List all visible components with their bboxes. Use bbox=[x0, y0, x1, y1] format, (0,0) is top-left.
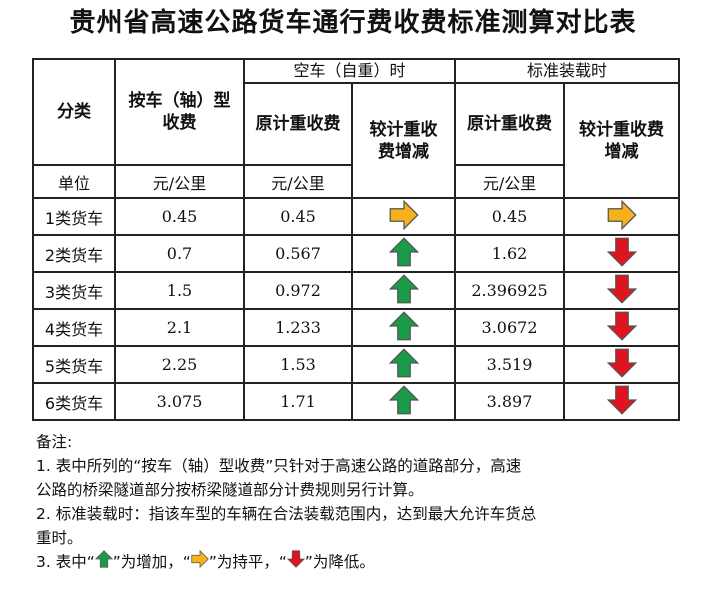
header-empty-group: 空车（自重）时 bbox=[242, 58, 457, 84]
row-category: 1类货车 bbox=[32, 197, 116, 236]
header-empty-orig: 原计重收费 bbox=[243, 82, 353, 166]
row-empty-trend bbox=[350, 382, 457, 421]
row-category: 6类货车 bbox=[32, 382, 116, 421]
row-empty-orig: 0.567 bbox=[243, 234, 353, 273]
note-1b: 公路的桥梁隧道部分按桥梁隧道部分计费规则另行计算。 bbox=[36, 481, 424, 499]
unit-label: 单位 bbox=[32, 164, 116, 199]
row-loaded-trend bbox=[563, 197, 681, 236]
header-category: 分类 bbox=[32, 58, 116, 166]
row-by-axle: 1.5 bbox=[114, 271, 245, 310]
comparison-table: 分类 按车（轴）型收费 空车（自重）时 标准装载时 原计重收费 较计重收费增减 … bbox=[32, 58, 681, 421]
table-row: 4类货车 2.1 1.233 3.0672 bbox=[32, 308, 681, 347]
table-row: 1类货车 0.45 0.45 0.45 bbox=[32, 197, 681, 236]
row-loaded-orig: 3.519 bbox=[454, 345, 566, 384]
table-row: 3类货车 1.5 0.972 2.396925 bbox=[32, 271, 681, 310]
right-arrow-icon bbox=[607, 199, 637, 234]
row-empty-orig: 1.71 bbox=[243, 382, 353, 421]
row-category: 3类货车 bbox=[32, 271, 116, 310]
note-2a: 2. 标准装载时：指该车型的车辆在合法装载范围内，达到最大允许车货总 bbox=[36, 505, 537, 523]
row-loaded-orig: 3.897 bbox=[454, 382, 566, 421]
row-loaded-trend bbox=[563, 382, 681, 421]
row-loaded-trend bbox=[563, 234, 681, 273]
unit-empty-orig: 元/公里 bbox=[243, 164, 353, 199]
row-by-axle: 0.7 bbox=[114, 234, 245, 273]
down-arrow-icon bbox=[606, 348, 637, 382]
row-by-axle: 3.075 bbox=[114, 382, 245, 421]
row-loaded-orig: 2.396925 bbox=[454, 271, 566, 310]
table-row: 6类货车 3.075 1.71 3.897 bbox=[32, 382, 681, 421]
row-loaded-trend bbox=[563, 345, 681, 384]
header-by-axle: 按车（轴）型收费 bbox=[114, 58, 245, 166]
note-2b: 重时。 bbox=[36, 529, 83, 547]
up-arrow-icon bbox=[388, 347, 419, 382]
row-empty-orig: 0.972 bbox=[243, 271, 353, 310]
header-empty-change: 较计重收费增减 bbox=[350, 82, 457, 199]
table-row: 5类货车 2.25 1.53 3.519 bbox=[32, 345, 681, 384]
up-arrow-icon bbox=[388, 384, 419, 419]
up-arrow-icon bbox=[94, 550, 113, 575]
table-row: 2类货车 0.7 0.567 1.62 bbox=[32, 234, 681, 273]
row-empty-trend bbox=[350, 271, 457, 310]
right-arrow-icon bbox=[191, 549, 209, 575]
row-empty-orig: 0.45 bbox=[243, 197, 353, 236]
notes: 备注: 1. 表中所列的“按车（轴）型收费”只针对于高速公路的道路部分，高速 公… bbox=[36, 430, 686, 575]
down-arrow-icon bbox=[606, 311, 637, 345]
row-empty-trend bbox=[350, 345, 457, 384]
row-empty-trend bbox=[350, 308, 457, 347]
row-empty-trend bbox=[350, 197, 457, 236]
row-by-axle: 2.25 bbox=[114, 345, 245, 384]
row-loaded-orig: 0.45 bbox=[454, 197, 566, 236]
header-loaded-orig: 原计重收费 bbox=[454, 82, 566, 166]
row-loaded-orig: 3.0672 bbox=[454, 308, 566, 347]
row-by-axle: 2.1 bbox=[114, 308, 245, 347]
row-by-axle: 0.45 bbox=[114, 197, 245, 236]
note-3: 3. 表中“ ”为增加，“ ”为持平，“ ”为降低。 bbox=[36, 549, 686, 575]
row-category: 4类货车 bbox=[32, 308, 116, 347]
row-empty-orig: 1.53 bbox=[243, 345, 353, 384]
right-arrow-icon bbox=[389, 199, 419, 234]
up-arrow-icon bbox=[388, 236, 419, 271]
row-empty-orig: 1.233 bbox=[243, 308, 353, 347]
row-loaded-trend bbox=[563, 271, 681, 310]
up-arrow-icon bbox=[388, 273, 419, 308]
unit-loaded-orig: 元/公里 bbox=[454, 164, 566, 199]
down-arrow-icon bbox=[606, 274, 637, 308]
down-arrow-icon bbox=[606, 385, 637, 419]
row-loaded-orig: 1.62 bbox=[454, 234, 566, 273]
row-category: 2类货车 bbox=[32, 234, 116, 273]
page-title: 贵州省高速公路货车通行费收费标准测算对比表 bbox=[69, 8, 637, 38]
notes-heading: 备注: bbox=[36, 433, 73, 451]
note-1a: 1. 表中所列的“按车（轴）型收费”只针对于高速公路的道路部分，高速 bbox=[36, 457, 522, 475]
row-category: 5类货车 bbox=[32, 345, 116, 384]
down-arrow-icon bbox=[606, 237, 637, 271]
down-arrow-icon bbox=[286, 550, 306, 575]
unit-by-axle: 元/公里 bbox=[114, 164, 245, 199]
header-loaded-change: 较计重收费增减 bbox=[563, 82, 681, 199]
up-arrow-icon bbox=[388, 310, 419, 345]
header-loaded-group: 标准装载时 bbox=[454, 58, 681, 84]
row-loaded-trend bbox=[563, 308, 681, 347]
row-empty-trend bbox=[350, 234, 457, 273]
